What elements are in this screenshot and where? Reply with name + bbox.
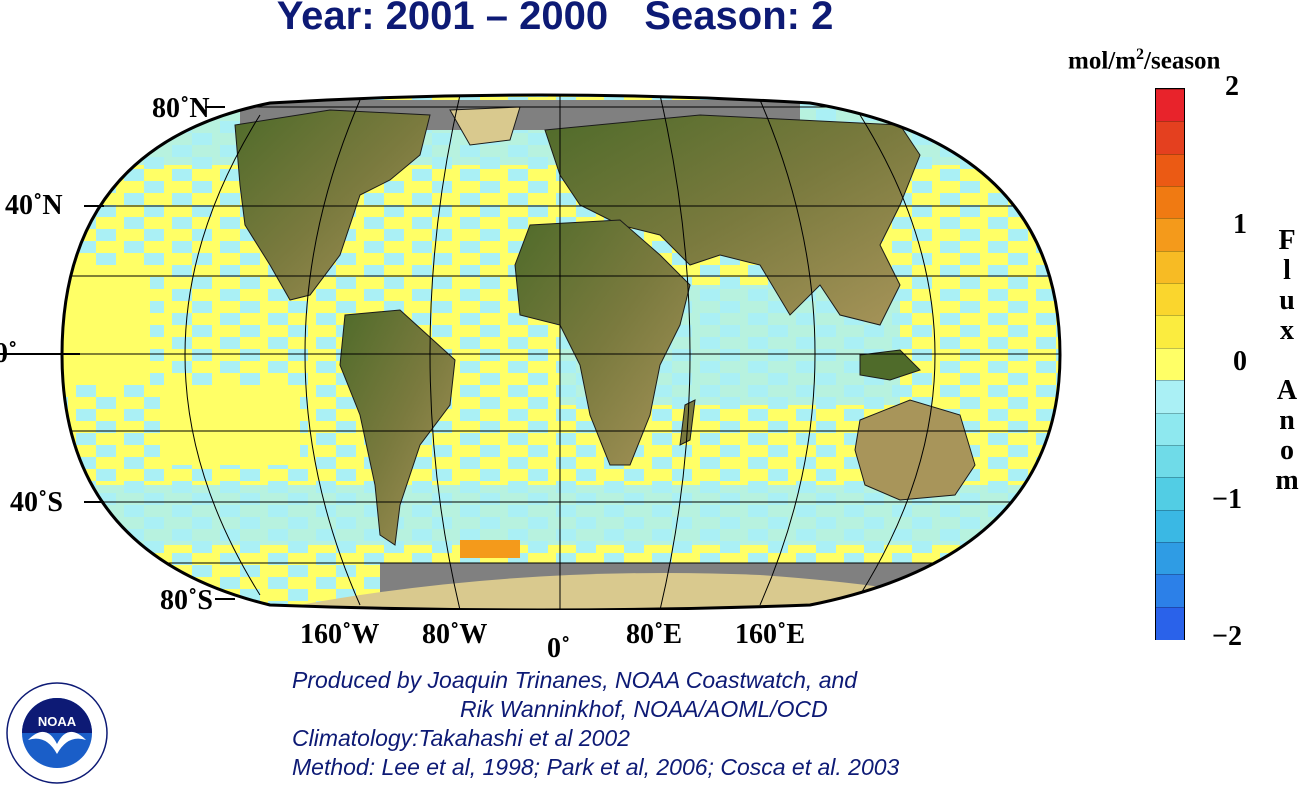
- colorbar-axis-letter: F: [1278, 225, 1296, 256]
- colorbar-segment: [1156, 509, 1184, 543]
- credit-line-3: Climatology:Takahashi et al 2002: [292, 725, 630, 751]
- colorbar-segment: [1156, 186, 1184, 220]
- lat-label-0: 0˚: [0, 338, 18, 369]
- colorbar-segment: [1156, 121, 1184, 155]
- colorbar-segment: [1156, 153, 1184, 188]
- positive-anomaly-patch: [460, 540, 520, 558]
- colorbar-axis-letter: l: [1283, 255, 1291, 286]
- globe-outline: [60, 93, 1062, 610]
- credits: Produced by Joaquin Trinanes, NOAA Coast…: [292, 666, 899, 782]
- credit-line-4: Method: Lee et al, 1998; Park et al, 200…: [292, 754, 900, 780]
- colorbar-axis-letter: A: [1276, 375, 1298, 406]
- africa-land: [514, 219, 691, 466]
- colorbar-segment: [1156, 218, 1184, 252]
- colorbar-segment: [1156, 380, 1184, 414]
- lon-label-80w: 80˚W: [422, 619, 488, 650]
- title-season: Season: 2: [644, 0, 834, 38]
- north-america-land: [234, 109, 431, 301]
- map-title: Year: 2001 – 2000 Season: 2: [0, 0, 1110, 39]
- lon-label-0: 0˚: [547, 633, 571, 664]
- colorbar-segment: [1156, 347, 1184, 382]
- noaa-logo[interactable]: NOAA: [6, 682, 108, 784]
- lat-label-40n: 40˚N: [5, 190, 63, 221]
- colorbar-axis-letter: o: [1280, 435, 1294, 466]
- colorbar-axis-letter: m: [1275, 465, 1299, 496]
- colorbar-segment: [1156, 574, 1184, 608]
- lat-label-40s: 40˚S: [10, 487, 63, 518]
- colorbar-segment: [1156, 283, 1184, 317]
- colorbar-segment: [1156, 250, 1184, 285]
- map-body: [62, 95, 1060, 610]
- colorbar: [1155, 88, 1185, 640]
- colorbar-tick-neg2: −2: [1212, 621, 1242, 652]
- colorbar-segment: [1156, 89, 1184, 123]
- colorbar-segment: [1156, 315, 1184, 349]
- lat-label-80n: 80˚N: [152, 93, 210, 124]
- colorbar-segment: [1156, 541, 1184, 576]
- colorbar-axis-letter: [1272, 346, 1301, 376]
- colorbar-segment: [1156, 412, 1184, 446]
- map-svg: [0, 93, 1062, 610]
- lon-label-80e: 80˚E: [626, 619, 682, 650]
- lat-label-80s: 80˚S: [160, 585, 213, 616]
- colorbar-unit: mol/m2/season: [1068, 46, 1221, 75]
- colorbar-axis-letter: u: [1279, 285, 1295, 316]
- graticule: [62, 95, 1060, 610]
- credit-line-1: Produced by Joaquin Trinanes, NOAA Coast…: [292, 667, 858, 693]
- world-map: 80˚N 40˚N 0˚ 40˚S 80˚S 160˚W 80˚W 0˚ 80˚…: [0, 85, 1080, 664]
- colorbar-tick-1: 1: [1233, 209, 1247, 240]
- axis-ticks: [0, 106, 235, 600]
- colorbar-tick-2: 2: [1225, 71, 1239, 102]
- colorbar-segment: [1156, 444, 1184, 479]
- greenland-land: [449, 106, 521, 146]
- title-year: Year: 2001 – 2000: [276, 0, 609, 38]
- colorbar-segment: [1156, 477, 1184, 511]
- colorbar-axis-letter: x: [1280, 315, 1294, 346]
- colorbar-axis-letter: n: [1279, 405, 1295, 436]
- seagull-icon: [28, 731, 86, 754]
- indonesia-land: [859, 349, 921, 381]
- credit-line-2: Rik Wanninkhof, NOAA/AOML/OCD: [460, 696, 828, 722]
- colorbar-tick-neg1: −1: [1212, 484, 1242, 515]
- colorbar-segment: [1156, 606, 1184, 640]
- colorbar-tick-0: 0: [1233, 346, 1247, 377]
- lon-label-160e: 160˚E: [735, 619, 805, 650]
- logo-text: NOAA: [38, 714, 77, 729]
- lon-label-160w: 160˚W: [300, 619, 380, 650]
- australia-land: [854, 399, 976, 501]
- south-america-land: [339, 309, 456, 546]
